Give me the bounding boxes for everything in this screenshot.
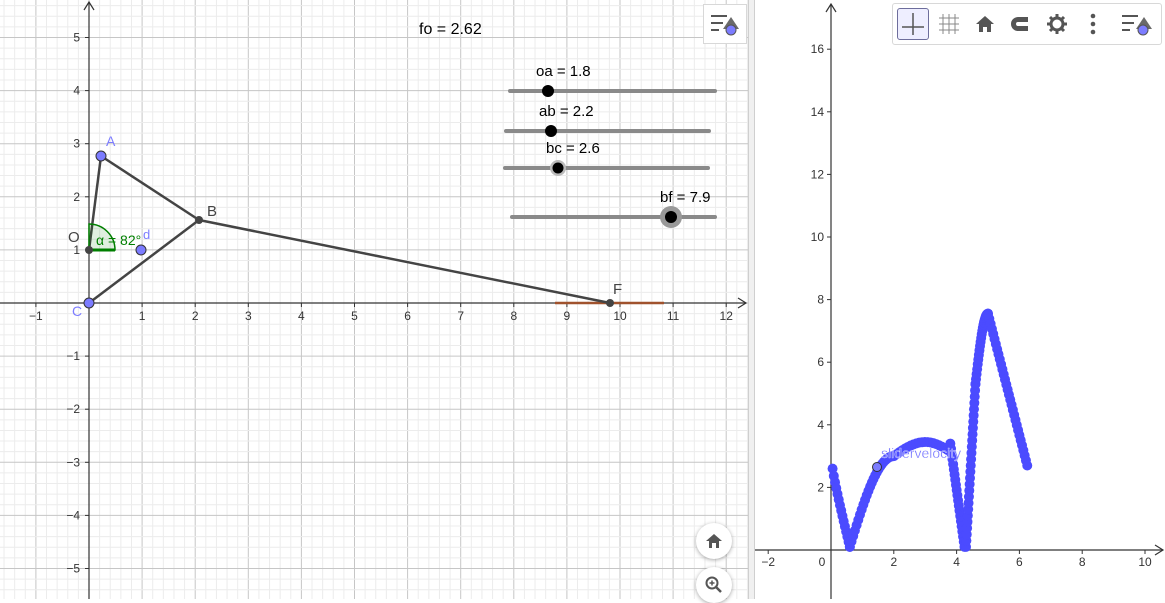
point-b[interactable]: [195, 216, 203, 224]
x-tick-label: 8: [1079, 555, 1086, 569]
x-tick-label: 2: [192, 309, 199, 323]
gear-icon: [1047, 14, 1067, 34]
segment-bc[interactable]: [88, 219, 200, 304]
y-tick-label: 10: [811, 230, 825, 244]
slider-oa-thumb[interactable]: [542, 85, 554, 97]
locus-point: [1022, 460, 1033, 471]
x-tick-label: 8: [510, 309, 517, 323]
slider-ab-label: ab = 2.2: [539, 103, 594, 120]
x-tick-label: 1: [139, 309, 146, 323]
point-b-label: B: [207, 203, 217, 220]
style-bar-toggle-2[interactable]: [1117, 8, 1157, 40]
locus-label: slidervelocity: [881, 445, 961, 461]
y-tick-label: 1: [73, 243, 80, 257]
slider-bc-label: bc = 2.6: [546, 140, 600, 157]
y-tick-label: 3: [73, 137, 80, 151]
slider-ab-thumb[interactable]: [545, 125, 557, 137]
x-tick-label: 11: [667, 309, 680, 323]
grid-icon: [939, 14, 959, 34]
standard-view-button[interactable]: [969, 8, 1001, 40]
style-bar-toggle-1[interactable]: [703, 4, 747, 44]
point-locus[interactable]: [872, 462, 882, 472]
settings-button[interactable]: [1041, 8, 1073, 40]
style-bar-icon: [1122, 15, 1152, 36]
y-tick-label: −5: [66, 562, 80, 576]
point-o-label: O: [68, 229, 80, 246]
y-tick-label: 8: [817, 293, 824, 307]
home-icon: [976, 16, 994, 32]
x-tick-label: −2: [761, 555, 775, 569]
y-tick-label: 5: [73, 31, 80, 45]
x-tick-label: 7: [457, 309, 464, 323]
x-tick-label: 6: [1016, 555, 1023, 569]
y-tick-label: 16: [811, 42, 825, 56]
y-tick-label: 14: [811, 105, 825, 119]
graphics-view-2[interactable]: −2 0 2 4 6 8 10 16 14 12 10 8 6 4 2 slidervelocity: [755, 0, 1165, 599]
style-bar-icon: [711, 15, 739, 36]
point-d-label: d: [143, 227, 150, 242]
y-tick-label: 12: [811, 167, 825, 181]
y-tick-label: −3: [66, 455, 80, 469]
x-tick-label: 10: [613, 309, 627, 323]
view-divider[interactable]: [748, 0, 755, 599]
x-tick-label: 6: [404, 309, 411, 323]
slider-ab[interactable]: ab = 2.2: [504, 103, 711, 137]
grid-toggle-button[interactable]: [933, 8, 965, 40]
slider-bf-label: bf = 7.9: [660, 189, 710, 206]
segment-oa[interactable]: [87, 155, 103, 251]
slider-bf-thumb[interactable]: [665, 211, 677, 223]
more-icon: [1090, 13, 1096, 35]
x-tick-label: −1: [29, 309, 43, 323]
more-options-button[interactable]: [1077, 8, 1109, 40]
slider-oa[interactable]: oa = 1.8: [508, 63, 717, 97]
x-tick-label: 4: [298, 309, 305, 323]
x-tick-label: 0: [819, 555, 826, 569]
axes-icon: [902, 13, 924, 35]
slider-oa-label: oa = 1.8: [536, 63, 591, 80]
axes-2: [755, 2, 1165, 599]
y-tick-label: 6: [817, 355, 824, 369]
point-a[interactable]: [95, 150, 107, 162]
y-tick-label: 4: [817, 418, 824, 432]
x-tick-label: 9: [564, 309, 571, 323]
zoom-in-icon: [705, 576, 722, 593]
x-tick-label: 5: [351, 309, 358, 323]
y-tick-label: −2: [66, 402, 80, 416]
angle-alpha-label: α = 82°: [96, 232, 141, 248]
y-tick-label: −4: [66, 508, 80, 522]
point-d[interactable]: [135, 244, 147, 256]
point-o[interactable]: [85, 246, 93, 254]
x-tick-label: 10: [1138, 555, 1152, 569]
y-tick-label: −1: [66, 349, 80, 363]
home-button[interactable]: [696, 523, 732, 559]
zoom-in-button[interactable]: [696, 567, 732, 603]
segment-bf[interactable]: [198, 218, 611, 305]
y-tick-label: 4: [73, 84, 80, 98]
y-tick-label: 2: [73, 190, 80, 204]
x-tick-label: 4: [953, 555, 960, 569]
fo-value-text: fo = 2.62: [419, 21, 482, 38]
point-f[interactable]: [606, 299, 614, 307]
x-tick-label: 3: [245, 309, 252, 323]
y-tick-label: 2: [817, 480, 824, 494]
slider-bc-thumb[interactable]: [552, 162, 564, 174]
magnet-icon: [1011, 17, 1028, 31]
slider-bc[interactable]: bc = 2.6: [503, 140, 710, 176]
slider-bf[interactable]: bf = 7.9: [510, 189, 717, 228]
locus-slidervelocity: [827, 308, 1033, 552]
point-capturing-button[interactable]: [1005, 8, 1037, 40]
axes-toggle-button[interactable]: [897, 8, 929, 40]
point-a-label: A: [106, 133, 116, 149]
segment-ab[interactable]: [100, 154, 200, 222]
point-c[interactable]: [83, 297, 95, 309]
x-tick-label: 2: [890, 555, 897, 569]
home-icon: [706, 534, 722, 548]
graphics-toolbar: [892, 3, 1162, 45]
point-c-label: C: [72, 303, 82, 319]
x-tick-label: 12: [720, 309, 734, 323]
point-f-label: F: [613, 281, 622, 298]
